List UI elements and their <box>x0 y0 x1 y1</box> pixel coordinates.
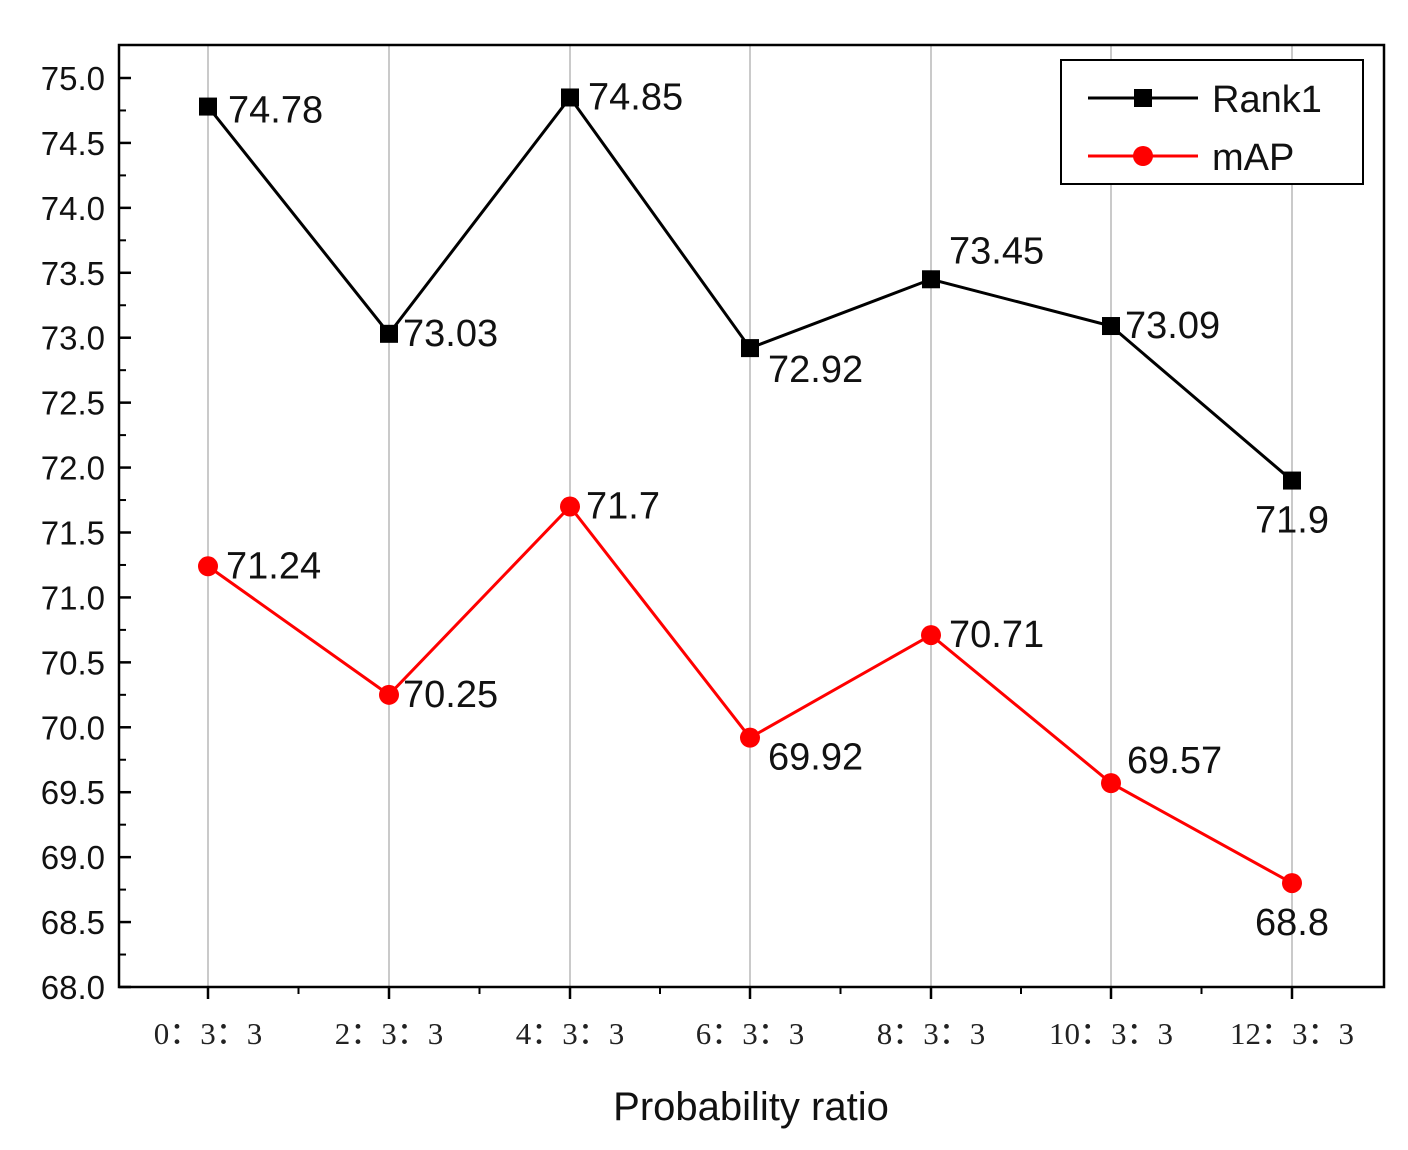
y-tick-label: 68.0 <box>41 969 105 1006</box>
point-rank1 <box>1102 317 1120 336</box>
point-map <box>560 496 580 517</box>
x-tick-label: 10：3：3 <box>1049 1016 1173 1051</box>
data-label-map: 69.92 <box>768 737 863 779</box>
point-map <box>1101 773 1121 794</box>
legend-label-rank1: Rank1 <box>1212 79 1322 121</box>
x-axis: 0：3：3 2：3：3 4：3：3 6：3：3 8：3：3 10：3：3 12：3：3 <box>154 987 1354 1051</box>
data-label-rank1: 74.85 <box>588 76 683 118</box>
y-tick-label: 71.5 <box>41 515 105 552</box>
data-label-map: 71.24 <box>226 545 321 587</box>
y-tick-label: 72.0 <box>41 450 105 487</box>
point-rank1 <box>1283 471 1301 490</box>
y-tick-label: 70.0 <box>41 709 105 746</box>
y-tick-label: 71.0 <box>41 579 105 616</box>
data-label-rank1: 72.92 <box>768 349 863 391</box>
x-tick-label: 8：3：3 <box>877 1016 986 1051</box>
y-tick-label: 75.0 <box>41 60 105 97</box>
data-label-map: 70.71 <box>949 614 1044 656</box>
plot-frame <box>117 43 1386 989</box>
x-tick-label: 6：3：3 <box>696 1016 805 1051</box>
data-label-map: 69.57 <box>1127 740 1222 782</box>
y-axis: 68.0 68.5 69.0 69.5 70.0 70.5 71.0 71.5 72.0 72.5… <box>41 60 131 1006</box>
data-label-map: 71.7 <box>586 486 660 528</box>
data-label-rank1: 71.9 <box>1255 500 1329 542</box>
point-map <box>379 684 399 705</box>
point-rank1 <box>199 97 217 116</box>
point-rank1 <box>380 324 398 343</box>
y-tick-label: 72.5 <box>41 385 105 422</box>
legend-marker-map <box>1133 146 1153 166</box>
point-rank1 <box>741 339 759 358</box>
data-labels: 74.78 73.03 74.85 72.92 73.45 73.09 71.9 71.24 7… <box>226 76 1329 944</box>
point-map <box>198 556 218 577</box>
x-tick-label: 2：3：3 <box>335 1016 444 1051</box>
point-rank1 <box>561 88 579 107</box>
point-map <box>921 625 941 646</box>
data-label-rank1: 73.03 <box>403 313 498 355</box>
y-tick-label: 73.0 <box>41 320 105 357</box>
y-tick-label: 73.5 <box>41 255 105 292</box>
data-label-map: 68.8 <box>1255 902 1329 944</box>
data-label-rank1: 73.45 <box>949 230 1044 272</box>
data-label-rank1: 74.78 <box>228 90 323 132</box>
y-tick-label: 69.5 <box>41 774 105 811</box>
legend: Rank1 mAP <box>1060 59 1364 185</box>
point-rank1 <box>922 270 940 289</box>
data-label-rank1: 73.09 <box>1125 305 1220 347</box>
point-map <box>1282 873 1302 894</box>
x-tick-label: 0：3：3 <box>154 1016 263 1051</box>
legend-marker-rank1 <box>1134 89 1152 107</box>
y-tick-label: 74.5 <box>41 125 105 162</box>
data-label-map: 70.25 <box>403 674 498 716</box>
point-map <box>740 727 760 748</box>
legend-box <box>1060 59 1364 185</box>
legend-label-map: mAP <box>1212 137 1294 179</box>
y-tick-label: 70.5 <box>41 644 105 681</box>
x-axis-title: Probability ratio <box>613 1085 889 1129</box>
y-tick-label: 68.5 <box>41 904 105 941</box>
x-tick-label: 12：3：3 <box>1230 1016 1354 1051</box>
y-tick-label: 74.0 <box>41 190 105 227</box>
y-tick-label: 69.0 <box>41 839 105 876</box>
x-tick-label: 4：3：3 <box>516 1016 625 1051</box>
series-group <box>198 88 1302 894</box>
